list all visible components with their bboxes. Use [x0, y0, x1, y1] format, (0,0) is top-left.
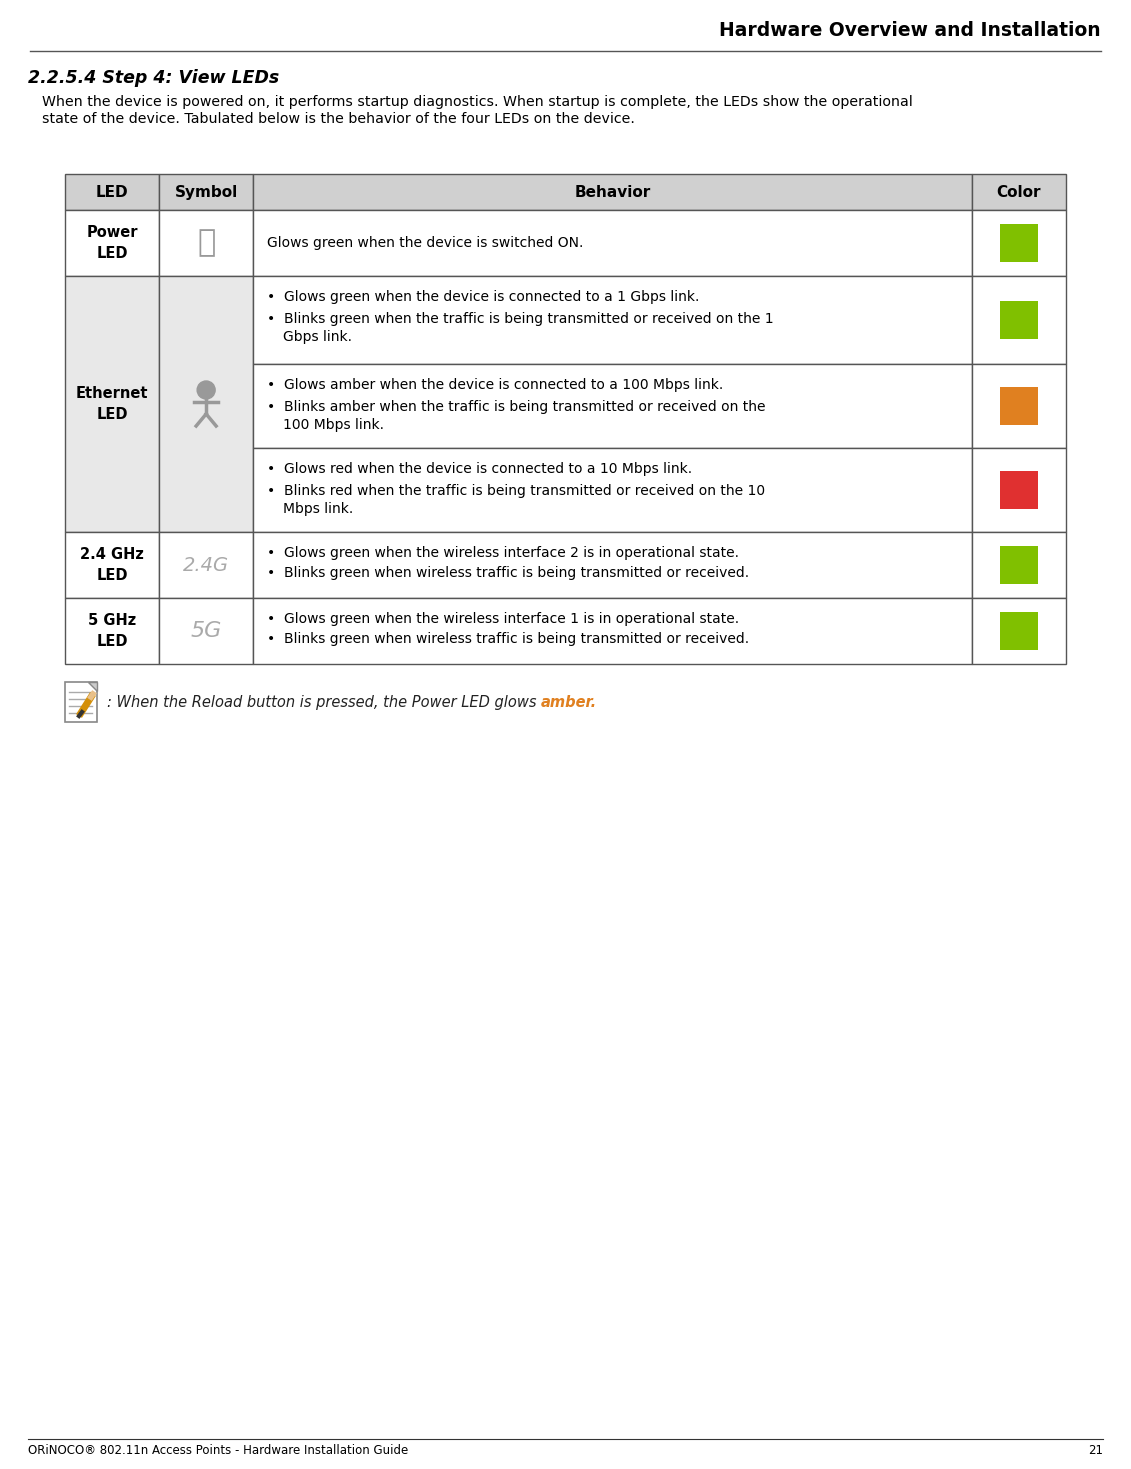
Text: Mbps link.: Mbps link. [283, 502, 354, 516]
Text: •  Blinks amber when the traffic is being transmitted or received on the: • Blinks amber when the traffic is being… [267, 400, 766, 414]
Text: : When the Reload button is pressed, the Power LED glows: : When the Reload button is pressed, the… [107, 695, 541, 710]
Text: state of the device. Tabulated below is the behavior of the four LEDs on the dev: state of the device. Tabulated below is … [42, 112, 634, 126]
Bar [972, 173, 1067, 210]
Bar [1000, 613, 1038, 649]
Text: : When the Reload button is pressed, the Power LED glows: : When the Reload button is pressed, the… [107, 695, 541, 710]
Bar [972, 448, 1067, 532]
Bar [253, 173, 972, 210]
Text: When the device is powered on, it performs startup diagnostics. When startup is : When the device is powered on, it perfor… [42, 95, 913, 109]
Text: 2.4G: 2.4G [183, 555, 230, 574]
Bar [972, 210, 1067, 276]
Text: •  Glows green when the device is connected to a 1 Gbps link.: • Glows green when the device is connect… [267, 289, 700, 304]
Text: •  Glows amber when the device is connected to a 100 Mbps link.: • Glows amber when the device is connect… [267, 378, 724, 392]
Bar [159, 598, 253, 664]
Bar [253, 532, 972, 598]
Text: 2.4 GHz
LED: 2.4 GHz LED [80, 546, 144, 583]
Bar [253, 276, 972, 364]
Text: •  Glows green when the wireless interface 1 is in operational state.: • Glows green when the wireless interfac… [267, 613, 740, 626]
Text: Hardware Overview and Installation: Hardware Overview and Installation [719, 21, 1100, 40]
Text: 2.2.5.4 Step 4: View LEDs: 2.2.5.4 Step 4: View LEDs [28, 69, 279, 87]
Bar [64, 682, 97, 721]
Text: 5 GHz
LED: 5 GHz LED [88, 613, 136, 649]
Circle shape [197, 380, 215, 400]
Bar [159, 276, 253, 532]
Text: •  Blinks red when the traffic is being transmitted or received on the 10: • Blinks red when the traffic is being t… [267, 483, 766, 498]
Bar [1000, 386, 1038, 425]
Bar [64, 173, 159, 210]
Bar [159, 173, 253, 210]
Bar [972, 276, 1067, 364]
Text: Behavior: Behavior [575, 185, 650, 200]
Text: 5G: 5G [190, 621, 222, 640]
Text: Power
LED: Power LED [86, 225, 138, 261]
Text: Gbps link.: Gbps link. [283, 331, 352, 344]
Bar [253, 210, 972, 276]
Bar [972, 364, 1067, 448]
Bar [972, 598, 1067, 664]
Text: Symbol: Symbol [174, 185, 238, 200]
Bar [972, 532, 1067, 598]
Text: ⏻: ⏻ [197, 229, 215, 257]
Bar [159, 532, 253, 598]
Bar [64, 276, 159, 532]
Text: •  Glows red when the device is connected to a 10 Mbps link.: • Glows red when the device is connected… [267, 461, 692, 476]
Bar [253, 448, 972, 532]
Bar [1000, 223, 1038, 261]
Bar [253, 598, 972, 664]
Text: Ethernet
LED: Ethernet LED [76, 386, 148, 422]
Text: •  Blinks green when wireless traffic is being transmitted or received.: • Blinks green when wireless traffic is … [267, 566, 750, 580]
Bar [159, 210, 253, 276]
Text: amber.: amber. [541, 695, 597, 710]
Bar [253, 364, 972, 448]
Text: 21: 21 [1088, 1444, 1103, 1457]
Text: Glows green when the device is switched ON.: Glows green when the device is switched … [267, 237, 584, 250]
Text: •  Glows green when the wireless interface 2 is in operational state.: • Glows green when the wireless interfac… [267, 546, 740, 560]
Text: •  Blinks green when the traffic is being transmitted or received on the 1: • Blinks green when the traffic is being… [267, 311, 774, 326]
Bar [1000, 301, 1038, 339]
Text: •  Blinks green when wireless traffic is being transmitted or received.: • Blinks green when wireless traffic is … [267, 632, 750, 646]
Text: 100 Mbps link.: 100 Mbps link. [283, 419, 385, 432]
Bar [64, 532, 159, 598]
Text: LED: LED [96, 185, 128, 200]
Bar [64, 210, 159, 276]
Text: Color: Color [996, 185, 1042, 200]
Bar [1000, 546, 1038, 585]
Bar [64, 598, 159, 664]
Polygon shape [88, 682, 97, 690]
Bar [1000, 472, 1038, 508]
Text: ORiNOCO® 802.11n Access Points - Hardware Installation Guide: ORiNOCO® 802.11n Access Points - Hardwar… [28, 1444, 408, 1457]
